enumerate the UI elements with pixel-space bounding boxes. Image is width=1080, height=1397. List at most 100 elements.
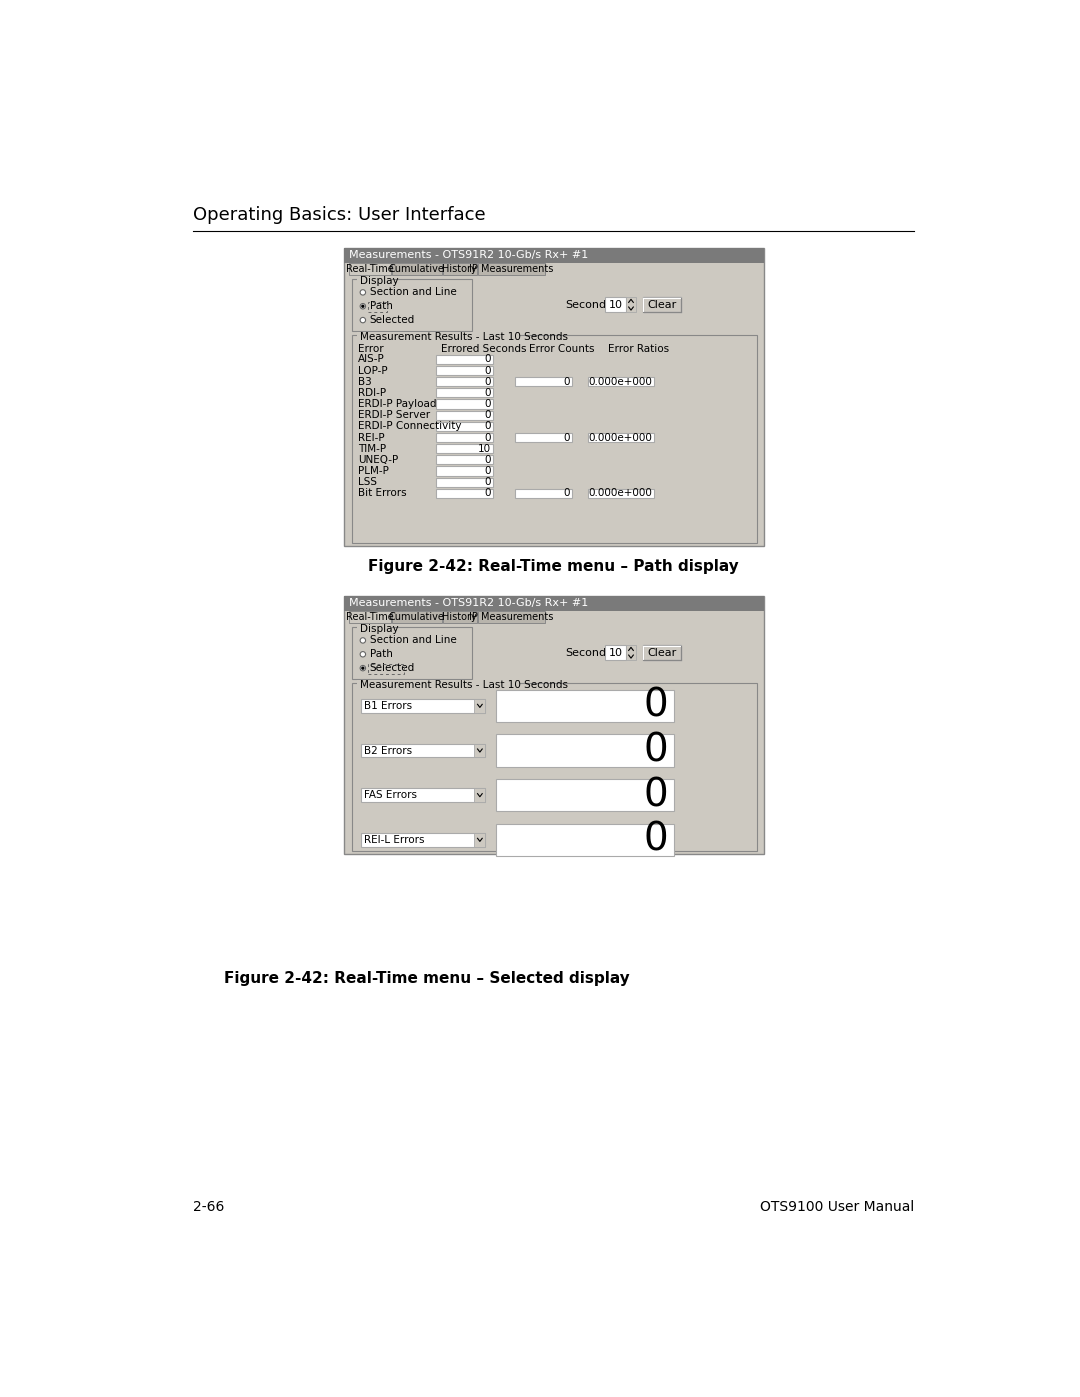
Bar xyxy=(357,332,519,342)
Bar xyxy=(368,664,404,673)
Text: Selected: Selected xyxy=(369,316,415,326)
Bar xyxy=(345,247,765,263)
Bar xyxy=(435,455,494,464)
Circle shape xyxy=(361,666,365,669)
Bar xyxy=(352,683,757,851)
Bar xyxy=(435,400,494,409)
Bar xyxy=(435,411,494,420)
Text: 0: 0 xyxy=(484,467,490,476)
Bar xyxy=(589,489,654,497)
Bar xyxy=(606,645,625,661)
Bar xyxy=(589,377,654,387)
Circle shape xyxy=(360,317,365,323)
Text: B1 Errors: B1 Errors xyxy=(364,701,413,711)
Text: Path: Path xyxy=(369,302,393,312)
Text: 10: 10 xyxy=(608,648,622,658)
Bar xyxy=(435,478,494,486)
Text: 0: 0 xyxy=(484,455,490,465)
Text: Path: Path xyxy=(369,650,393,659)
Bar xyxy=(515,489,572,497)
Text: Error: Error xyxy=(359,344,383,353)
Bar xyxy=(435,355,494,365)
Bar xyxy=(435,433,494,441)
Bar xyxy=(362,833,485,847)
Text: 0: 0 xyxy=(484,433,490,443)
Circle shape xyxy=(361,305,365,307)
Text: Real-Time: Real-Time xyxy=(346,264,394,274)
Bar xyxy=(515,377,572,387)
Text: 0: 0 xyxy=(644,821,669,859)
Text: IP Measurements: IP Measurements xyxy=(469,264,553,274)
Text: UNEQ-P: UNEQ-P xyxy=(359,455,399,465)
Bar xyxy=(368,302,388,312)
Bar xyxy=(435,377,494,387)
Bar xyxy=(392,263,442,275)
Text: 0: 0 xyxy=(564,433,570,443)
Text: Selected: Selected xyxy=(369,664,415,673)
Text: History: History xyxy=(443,612,477,622)
Bar xyxy=(625,645,636,661)
Bar xyxy=(362,743,485,757)
Bar xyxy=(352,335,757,542)
Bar xyxy=(474,698,485,712)
Text: 0: 0 xyxy=(484,411,490,420)
Text: 0: 0 xyxy=(484,377,490,387)
Text: FAS Errors: FAS Errors xyxy=(364,791,417,800)
Text: History: History xyxy=(443,264,477,274)
Text: B2 Errors: B2 Errors xyxy=(364,746,413,756)
Text: 0.000e+000: 0.000e+000 xyxy=(588,489,652,499)
Text: 0: 0 xyxy=(484,355,490,365)
Bar xyxy=(435,467,494,475)
Bar xyxy=(474,833,485,847)
Text: Measurements - OTS91R2 10-Gb/s Rx+ #1: Measurements - OTS91R2 10-Gb/s Rx+ #1 xyxy=(349,250,589,260)
Text: Display: Display xyxy=(360,624,399,634)
Text: AIS-P: AIS-P xyxy=(359,355,384,365)
Text: 0.000e+000: 0.000e+000 xyxy=(588,433,652,443)
Text: RDI-P: RDI-P xyxy=(359,388,387,398)
Text: 0.000e+000: 0.000e+000 xyxy=(588,377,652,387)
Text: Cumulative: Cumulative xyxy=(389,264,445,274)
Text: 0: 0 xyxy=(564,377,570,387)
Bar xyxy=(496,735,674,767)
Circle shape xyxy=(360,303,365,309)
Bar xyxy=(643,645,681,661)
Text: Figure 2-42: Real-Time menu – Path display: Figure 2-42: Real-Time menu – Path displ… xyxy=(368,559,739,574)
Bar xyxy=(443,263,476,275)
Text: Seconds: Seconds xyxy=(565,648,612,658)
Text: Cumulative: Cumulative xyxy=(389,612,445,622)
Text: Measurement Results - Last 10 Seconds: Measurement Results - Last 10 Seconds xyxy=(360,332,568,342)
Text: Measurement Results - Last 10 Seconds: Measurement Results - Last 10 Seconds xyxy=(360,680,568,690)
Bar xyxy=(474,743,485,757)
Text: Real-Time: Real-Time xyxy=(346,612,394,622)
Bar xyxy=(625,298,636,313)
Bar xyxy=(357,277,392,285)
Bar xyxy=(477,263,545,275)
Text: ERDI-P Server: ERDI-P Server xyxy=(359,411,430,420)
Bar xyxy=(435,444,494,453)
Circle shape xyxy=(360,651,365,657)
Text: 0: 0 xyxy=(644,732,669,770)
Bar xyxy=(589,433,654,441)
Text: 0: 0 xyxy=(484,489,490,499)
Text: Clear: Clear xyxy=(647,300,677,310)
Bar xyxy=(349,263,391,275)
Bar xyxy=(435,366,494,376)
Bar xyxy=(435,422,494,432)
Bar xyxy=(435,489,494,497)
Bar xyxy=(496,824,674,856)
Text: Operating Basics: User Interface: Operating Basics: User Interface xyxy=(193,207,486,225)
Text: OTS9100 User Manual: OTS9100 User Manual xyxy=(759,1200,914,1214)
Bar xyxy=(477,610,545,623)
Bar xyxy=(352,627,472,679)
Text: REI-L Errors: REI-L Errors xyxy=(364,835,424,845)
Text: Measurements - OTS91R2 10-Gb/s Rx+ #1: Measurements - OTS91R2 10-Gb/s Rx+ #1 xyxy=(349,598,589,609)
Bar xyxy=(362,788,485,802)
Bar xyxy=(362,698,485,712)
Bar xyxy=(357,624,392,633)
Text: 0: 0 xyxy=(484,366,490,376)
Text: 0: 0 xyxy=(484,422,490,432)
Text: Section and Line: Section and Line xyxy=(369,636,457,645)
Text: 0: 0 xyxy=(564,489,570,499)
Text: Error Ratios: Error Ratios xyxy=(608,344,669,353)
Bar xyxy=(496,690,674,722)
